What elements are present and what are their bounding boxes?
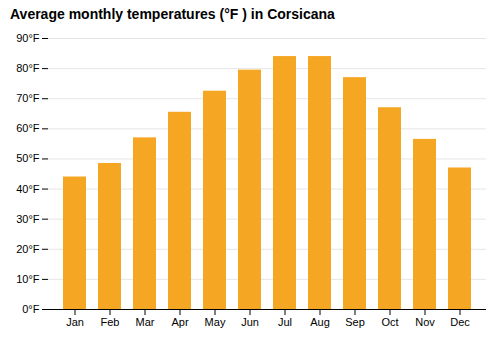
svg-text:0°F: 0°F xyxy=(22,303,40,315)
svg-text:Oct: Oct xyxy=(381,316,398,328)
svg-text:10°F: 10°F xyxy=(16,273,40,285)
svg-text:May: May xyxy=(205,316,226,328)
svg-text:Dec: Dec xyxy=(450,316,470,328)
svg-text:Jul: Jul xyxy=(278,316,292,328)
svg-text:80°F: 80°F xyxy=(16,62,40,74)
svg-text:70°F: 70°F xyxy=(16,92,40,104)
svg-text:Mar: Mar xyxy=(136,316,155,328)
svg-text:Apr: Apr xyxy=(171,316,188,328)
svg-text:20°F: 20°F xyxy=(16,243,40,255)
svg-text:60°F: 60°F xyxy=(16,122,40,134)
svg-text:Sep: Sep xyxy=(345,316,365,328)
svg-text:Jun: Jun xyxy=(241,316,259,328)
svg-text:40°F: 40°F xyxy=(16,183,40,195)
svg-text:90°F: 90°F xyxy=(16,32,40,44)
svg-text:Aug: Aug xyxy=(310,316,330,328)
svg-text:Feb: Feb xyxy=(101,316,120,328)
html-text:Average monthly temperatures (: Average monthly temperatures (°F ) in Co… xyxy=(10,6,335,22)
svg-text:30°F: 30°F xyxy=(16,213,40,225)
svg-text:Jan: Jan xyxy=(66,316,84,328)
svg-text:Nov: Nov xyxy=(415,316,435,328)
svg-text:50°F: 50°F xyxy=(16,152,40,164)
